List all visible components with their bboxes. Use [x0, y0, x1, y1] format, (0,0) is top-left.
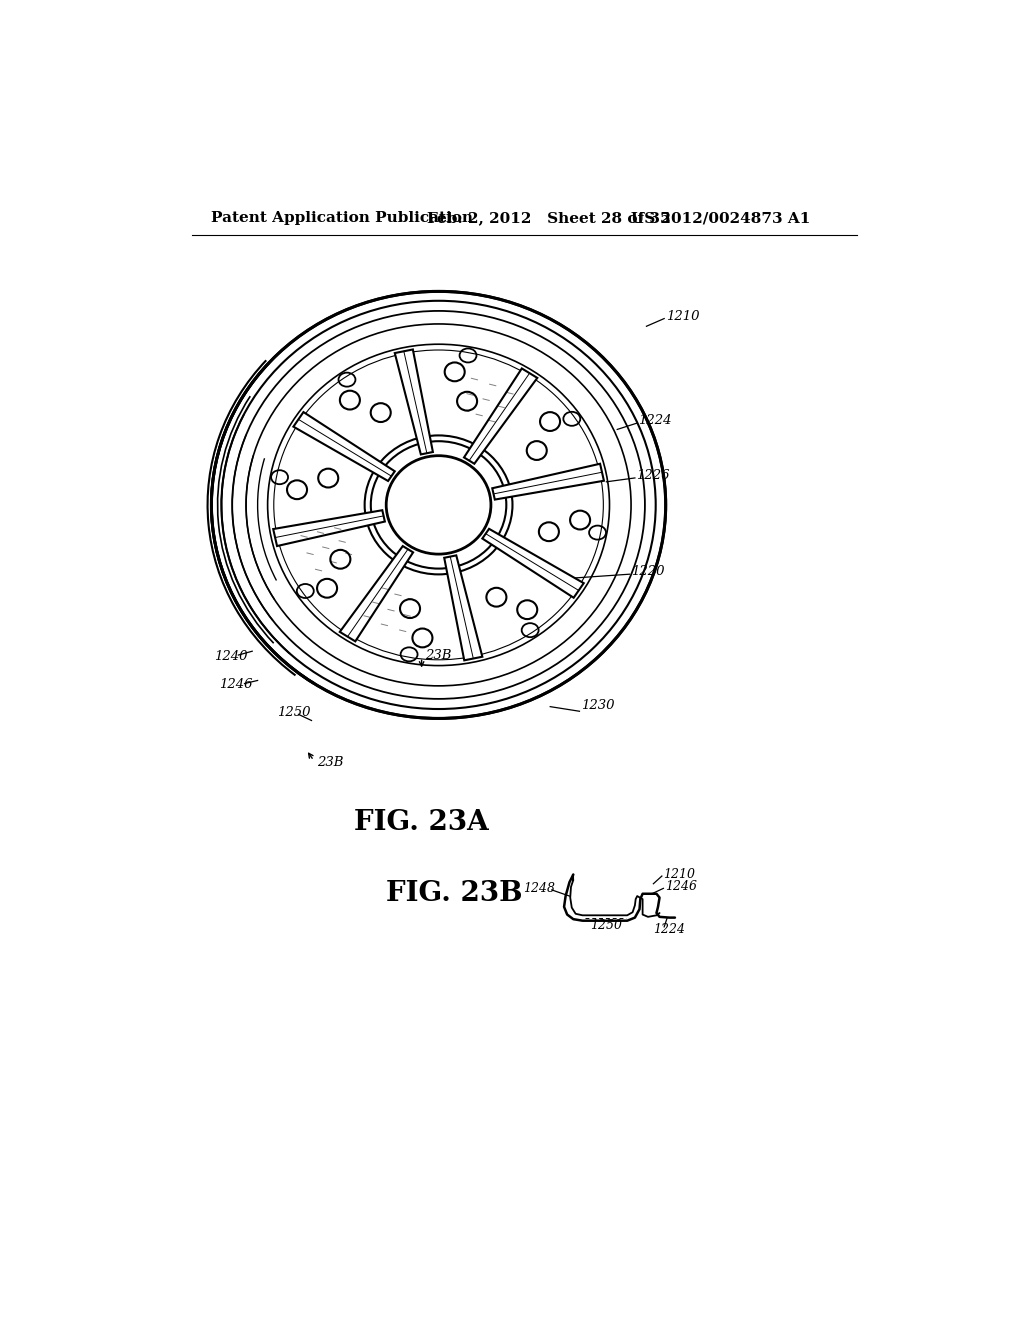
- Text: US 2012/0024873 A1: US 2012/0024873 A1: [631, 211, 810, 226]
- Text: 1224: 1224: [653, 924, 685, 936]
- Polygon shape: [464, 368, 538, 463]
- Text: Feb. 2, 2012   Sheet 28 of 35: Feb. 2, 2012 Sheet 28 of 35: [427, 211, 671, 226]
- Text: 1220: 1220: [631, 565, 665, 578]
- Text: 1210: 1210: [664, 869, 695, 880]
- Text: 1248: 1248: [523, 882, 555, 895]
- Text: FIG. 23A: FIG. 23A: [354, 809, 489, 836]
- Text: 1230: 1230: [581, 698, 614, 711]
- Polygon shape: [294, 412, 395, 480]
- Text: 1250: 1250: [590, 919, 622, 932]
- Text: 1246: 1246: [219, 677, 253, 690]
- Text: 23B: 23B: [425, 648, 452, 661]
- Text: 1250: 1250: [276, 706, 310, 719]
- Text: 23B: 23B: [316, 756, 343, 770]
- Polygon shape: [273, 511, 385, 546]
- Polygon shape: [482, 529, 584, 598]
- Text: Patent Application Publication: Patent Application Publication: [211, 211, 473, 226]
- Polygon shape: [395, 350, 433, 454]
- Text: 1226: 1226: [637, 469, 670, 482]
- Text: FIG. 23B: FIG. 23B: [386, 880, 522, 907]
- Ellipse shape: [211, 292, 666, 718]
- Text: 1240: 1240: [214, 649, 247, 663]
- Text: 1210: 1210: [666, 310, 699, 323]
- Polygon shape: [340, 546, 413, 642]
- Polygon shape: [493, 463, 604, 499]
- Text: 1246: 1246: [665, 879, 697, 892]
- Polygon shape: [444, 556, 482, 660]
- Text: 1224: 1224: [638, 414, 672, 428]
